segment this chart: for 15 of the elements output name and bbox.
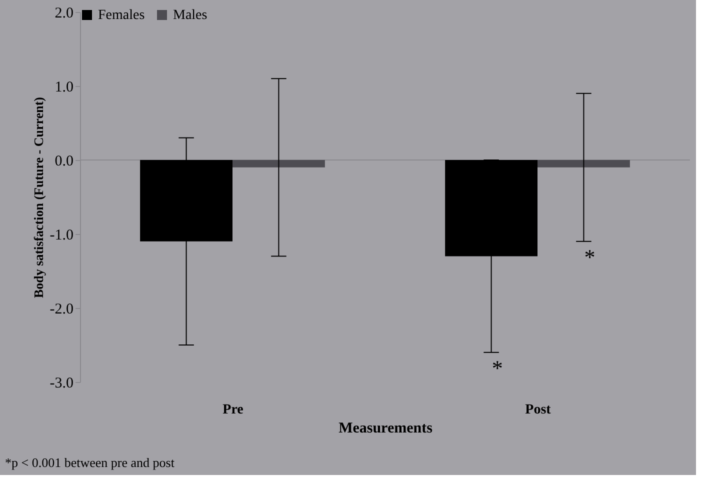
text: *p < 0.001 between pre and post — [5, 455, 175, 470]
x-axis-title: Measurements — [338, 420, 433, 436]
annotation: * — [584, 244, 596, 270]
y-tick-label: -1.0 — [50, 228, 74, 244]
y-tick-label: 2.0 — [54, 6, 74, 22]
y-axis-title: Body satisfaction (Future - Current) — [30, 96, 46, 298]
y-tick-label: 1.0 — [54, 80, 74, 96]
x-tick-label: Pre — [222, 402, 244, 418]
legend-label: Males — [173, 8, 208, 23]
legend-label: Females — [98, 8, 145, 23]
y-tick-label: 0.0 — [54, 154, 74, 170]
annotation: * — [492, 355, 503, 380]
y-tick-label: -3.0 — [50, 376, 74, 392]
x-tick-label: Post — [525, 402, 552, 418]
y-tick-label: -2.0 — [50, 302, 74, 318]
